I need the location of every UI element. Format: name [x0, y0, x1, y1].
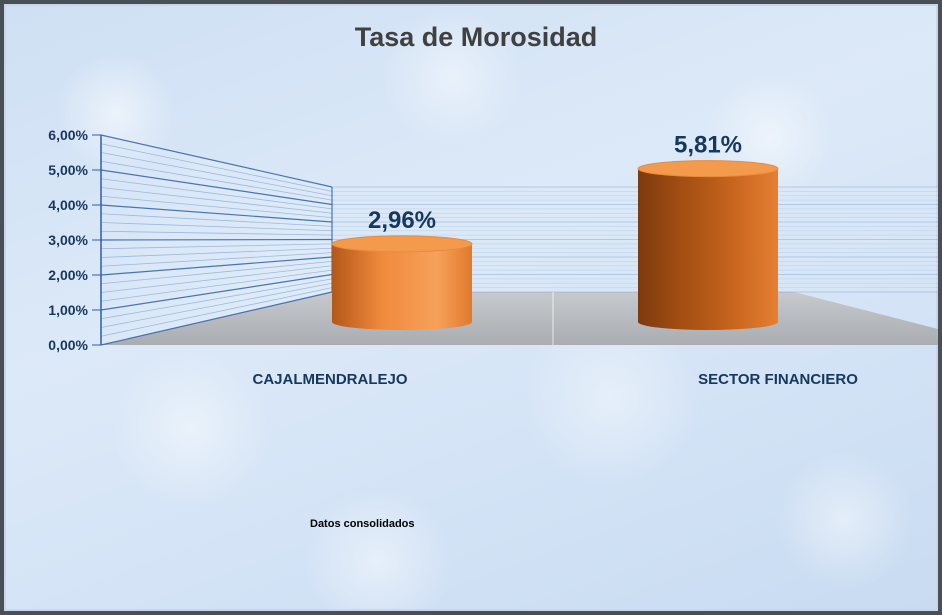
- grid-line: [100, 187, 333, 214]
- grid-line: [100, 252, 333, 267]
- grid-line: [100, 273, 333, 311]
- footnote: Datos consolidados: [310, 518, 415, 530]
- grid-line: [100, 260, 333, 285]
- grid-line: [100, 269, 333, 302]
- category-label: CAJALMENDRALEJO: [252, 371, 407, 388]
- grid-line: [100, 256, 333, 276]
- bars: 2,96% 5,81%: [331, 132, 779, 330]
- grid-line: [100, 169, 333, 206]
- y-tick-label: 4,00%: [48, 197, 88, 213]
- grid-line: [100, 247, 333, 258]
- bar-body: [332, 243, 472, 330]
- data-label: 5,81%: [674, 132, 742, 159]
- grid-line: [100, 291, 333, 346]
- grid-line: [100, 243, 333, 250]
- grid-line: [100, 178, 333, 210]
- grid-line: [100, 238, 333, 241]
- grid-line: [100, 287, 333, 337]
- grid-line: [100, 160, 333, 201]
- y-tick-label: 5,00%: [48, 162, 88, 178]
- category-label: SECTOR FINANCIERO: [698, 371, 858, 388]
- grid-line: [100, 134, 333, 188]
- grid-line: [100, 265, 333, 293]
- chart-title: Tasa de Morosidad: [355, 22, 598, 52]
- y-tick-label: 2,00%: [48, 267, 88, 283]
- bar-top: [637, 160, 779, 178]
- grid-line: [100, 213, 333, 227]
- grid-line: [100, 278, 333, 320]
- chart: Tasa de Morosidad 0,00% 1,00% 2,00% 3,00% 4,…: [48, 22, 938, 530]
- y-tick-label: 3,00%: [48, 232, 88, 248]
- grid-lines: [100, 134, 938, 346]
- grid-line: [100, 204, 333, 223]
- grid-line: [100, 152, 333, 197]
- grid-line: [100, 222, 333, 232]
- bar-2: 5,81%: [637, 132, 779, 330]
- category-labels: CAJALMENDRALEJO SECTOR FINANCIERO: [252, 371, 858, 388]
- grid-line: [100, 230, 333, 236]
- grid-line: [100, 282, 333, 328]
- bar-1: 2,96%: [331, 207, 473, 330]
- bar-top: [331, 235, 473, 253]
- back-wall: [332, 187, 938, 292]
- data-label: 2,96%: [368, 207, 436, 234]
- y-axis-ticks: 0,00% 1,00% 2,00% 3,00% 4,00% 5,00% 6,00%: [48, 127, 101, 353]
- y-tick-label: 6,00%: [48, 127, 88, 143]
- grid-line: [100, 195, 333, 219]
- y-tick-label: 1,00%: [48, 302, 88, 318]
- y-tick-label: 0,00%: [48, 337, 88, 353]
- grid-line: [100, 143, 333, 192]
- bar-body: [638, 168, 778, 330]
